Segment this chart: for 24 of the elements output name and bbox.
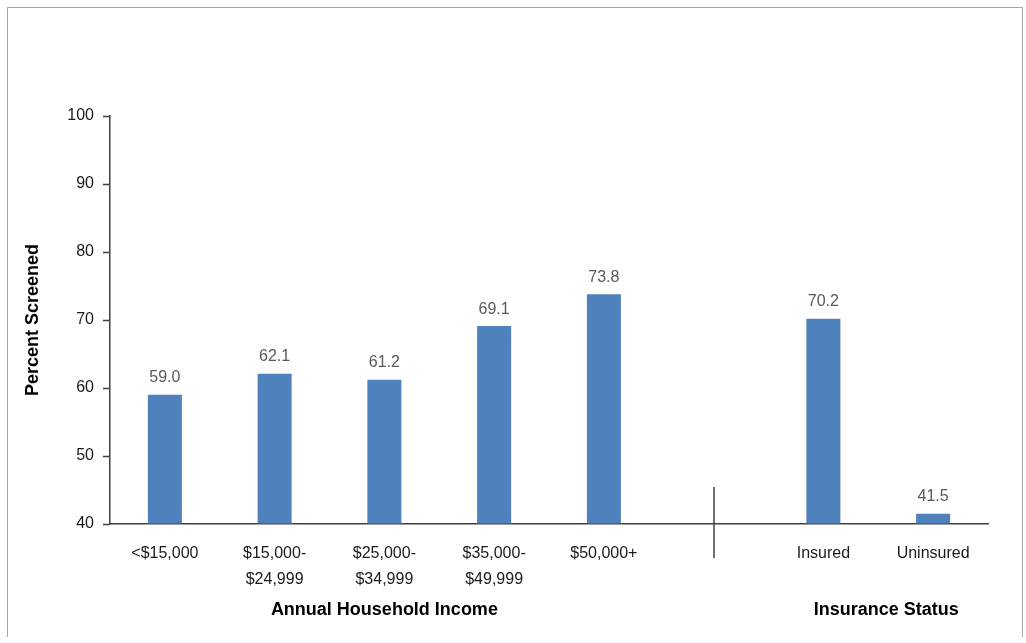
y-tick-label: 50: [76, 446, 95, 464]
x-tick-label: Insured: [796, 544, 851, 562]
y-tick-label: 90: [76, 174, 95, 192]
x-tick-label: Uninsured: [896, 544, 970, 562]
x-tick-label: <$15,000: [131, 544, 199, 562]
y-tick-label: 70: [76, 310, 95, 328]
y-axis-title: Percent Screened: [21, 243, 42, 397]
text: Insurance Status: [813, 598, 959, 619]
data-label: 41.5: [917, 487, 949, 505]
data-label: 69.1: [478, 299, 510, 317]
x-tick-label: $15,000-$24,999: [243, 544, 307, 587]
data-label: 73.8: [588, 267, 620, 285]
x-tick-label: $25,000-$34,999: [352, 544, 416, 587]
x-axis-title: Annual Household Income: [270, 598, 498, 619]
data-label: 61.2: [368, 353, 401, 371]
data-label: 59.0: [149, 368, 181, 386]
data-label: 62.1: [259, 347, 291, 365]
y-tick-label: 80: [76, 242, 95, 260]
data-label: 70.2: [807, 292, 840, 310]
x-tick-label: $50,000+: [570, 544, 638, 562]
y-tick-label: 40: [76, 514, 95, 532]
y-tick-label: 60: [76, 378, 95, 396]
y-tick-label: 100: [67, 106, 95, 124]
x-tick-label: $35,000-$49,999: [462, 544, 526, 587]
